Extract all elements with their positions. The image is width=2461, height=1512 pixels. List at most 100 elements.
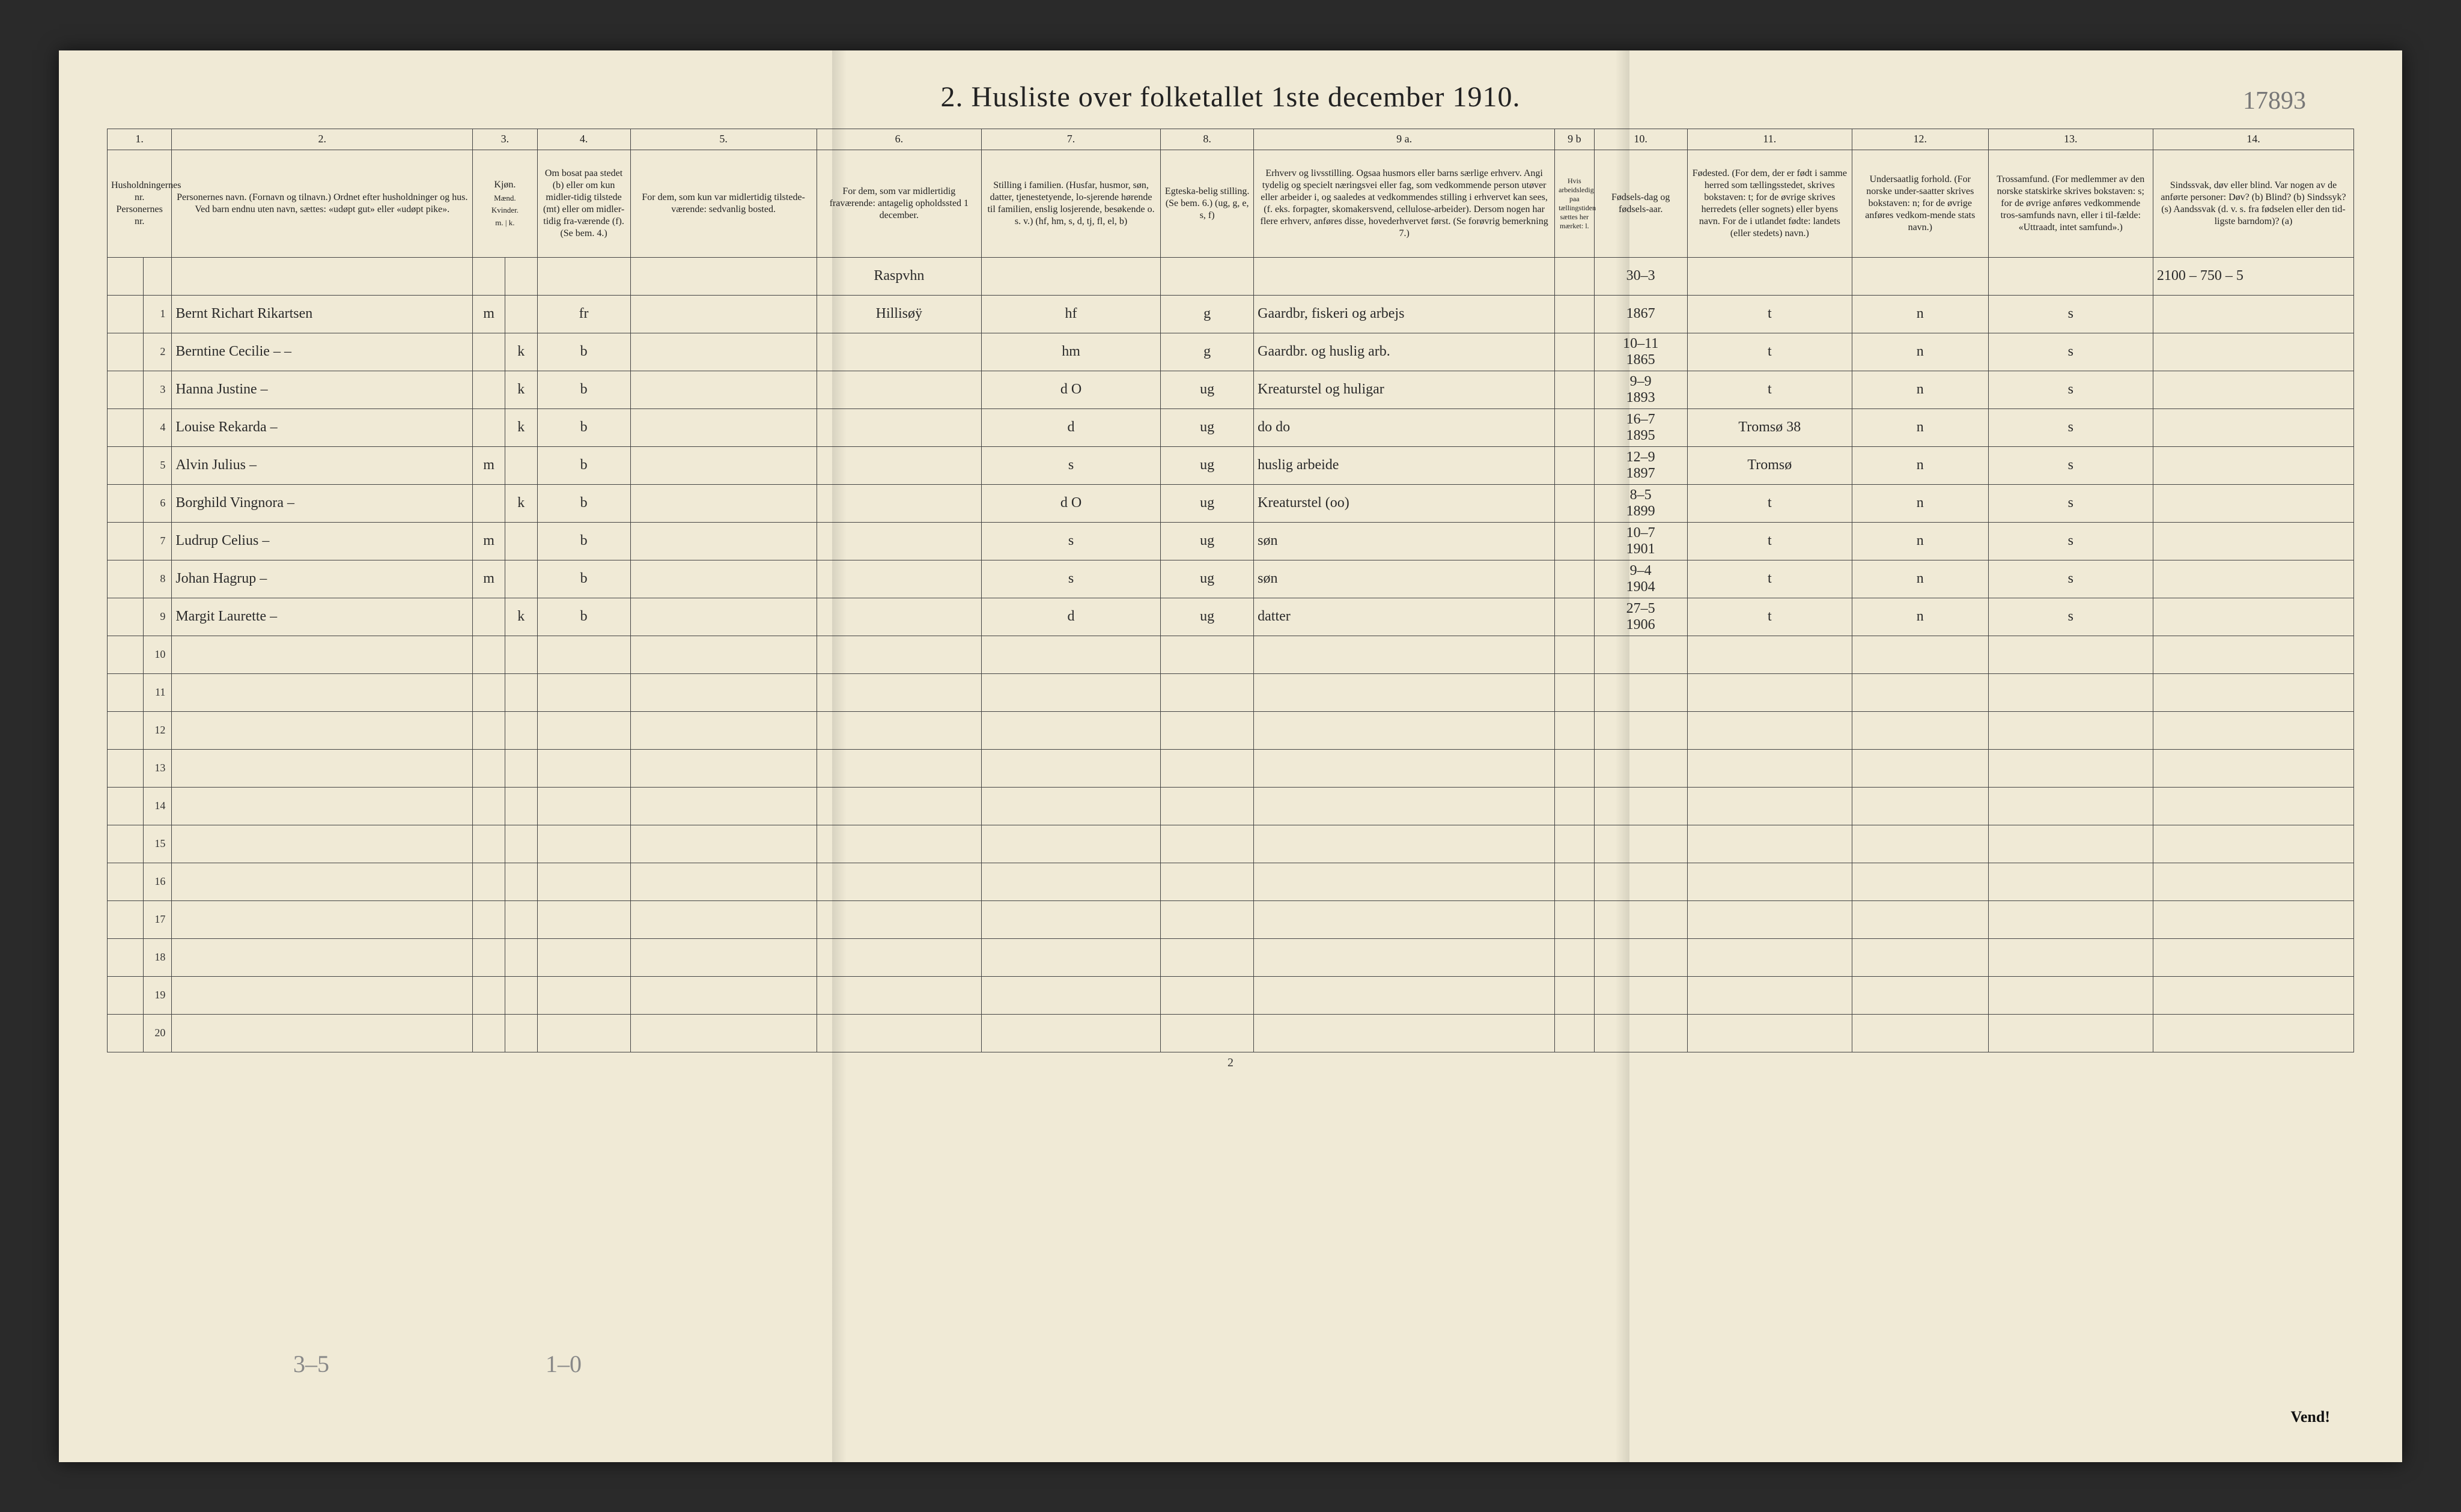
cell-blank bbox=[473, 1014, 505, 1052]
cell-c13: s bbox=[1988, 408, 2153, 446]
cell-blank bbox=[1161, 825, 1254, 863]
cell-c9b bbox=[1555, 560, 1595, 598]
cell-blank bbox=[172, 825, 473, 863]
cell-c12: n bbox=[1852, 408, 1989, 446]
cell-blank bbox=[172, 863, 473, 900]
table-row-blank: 20 bbox=[108, 1014, 2354, 1052]
person-no: 17 bbox=[143, 900, 172, 938]
cell-blank bbox=[537, 900, 630, 938]
hdr-5: For dem, som kun var midlertidig tilsted… bbox=[630, 150, 817, 257]
cell-c9b bbox=[1555, 408, 1595, 446]
cell-blank bbox=[1254, 673, 1555, 711]
cell-c8: g bbox=[1161, 333, 1254, 371]
cell-c10: 8–5 1899 bbox=[1594, 484, 1687, 522]
cell-blank bbox=[172, 976, 473, 1014]
cell-name: Johan Hagrup – bbox=[172, 560, 473, 598]
person-no: 14 bbox=[143, 787, 172, 825]
cell-c10: 10–11 1865 bbox=[1594, 333, 1687, 371]
cell-sex-k bbox=[505, 446, 537, 484]
cell-c9: do do bbox=[1254, 408, 1555, 446]
cell-blank bbox=[505, 787, 537, 825]
cell-c14 bbox=[2153, 295, 2353, 333]
cell-c13: s bbox=[1988, 295, 2153, 333]
cell-sex-k: k bbox=[505, 333, 537, 371]
cell-name: Ludrup Celius – bbox=[172, 522, 473, 560]
cell-c14 bbox=[2153, 484, 2353, 522]
cell-blank bbox=[2153, 938, 2353, 976]
ledger-page: 17893 2. Husliste over folketallet 1ste … bbox=[59, 50, 2402, 1462]
household-no bbox=[108, 371, 144, 408]
cell-blank bbox=[2153, 673, 2353, 711]
cell-c9b bbox=[1555, 598, 1595, 636]
cell-c14 bbox=[2153, 598, 2353, 636]
cell-blank bbox=[1594, 711, 1687, 749]
cell-blank bbox=[172, 636, 473, 673]
cell-blank bbox=[1254, 1014, 1555, 1052]
cell-c11: t bbox=[1687, 598, 1852, 636]
cell-c7: d O bbox=[981, 371, 1160, 408]
cell-c13: s bbox=[1988, 560, 2153, 598]
person-no: 20 bbox=[143, 1014, 172, 1052]
cell-blank bbox=[1852, 636, 1989, 673]
cell-blank bbox=[1988, 636, 2153, 673]
household-no bbox=[108, 560, 144, 598]
cell-blank bbox=[817, 900, 981, 938]
cell-blank bbox=[1687, 1014, 1852, 1052]
cell-c8: ug bbox=[1161, 522, 1254, 560]
cell-c12: n bbox=[1852, 560, 1989, 598]
cell-blank bbox=[630, 673, 817, 711]
cell-name: Margit Laurette – bbox=[172, 598, 473, 636]
pencil-note-left: 3–5 bbox=[293, 1350, 329, 1378]
cell-blank bbox=[1161, 636, 1254, 673]
cell-blank bbox=[1988, 1014, 2153, 1052]
colnum-6: 6. bbox=[817, 129, 981, 150]
cell-c5 bbox=[630, 408, 817, 446]
cell-blank bbox=[2153, 636, 2353, 673]
cell-c11: t bbox=[1687, 522, 1852, 560]
cell-blank bbox=[1594, 976, 1687, 1014]
cell-blank bbox=[1687, 787, 1852, 825]
cell-blank bbox=[2153, 863, 2353, 900]
cell-sex-k: k bbox=[505, 371, 537, 408]
table-row: 2Berntine Cecilie – –kbhmgGaardbr. og hu… bbox=[108, 333, 2354, 371]
cell-blank bbox=[537, 749, 630, 787]
table-row: 7Ludrup Celius –mbsugsøn10–7 1901tns bbox=[108, 522, 2354, 560]
cell-c9b bbox=[1555, 522, 1595, 560]
cell-c7: s bbox=[981, 446, 1160, 484]
canvas: 17893 2. Husliste over folketallet 1ste … bbox=[0, 0, 2461, 1512]
table-row-blank: 14 bbox=[108, 787, 2354, 825]
cell-blank bbox=[505, 976, 537, 1014]
colnum-14: 14. bbox=[2153, 129, 2353, 150]
cell-blank bbox=[1594, 938, 1687, 976]
cell-blank bbox=[537, 636, 630, 673]
household-no bbox=[108, 825, 144, 863]
table-row-blank: 17 bbox=[108, 900, 2354, 938]
cell-c7: s bbox=[981, 560, 1160, 598]
hw-c14: 2100 – 750 – 5 bbox=[2153, 257, 2353, 295]
cell-blank bbox=[1594, 825, 1687, 863]
cell-c9: Kreaturstel og huligar bbox=[1254, 371, 1555, 408]
cell-blank bbox=[1254, 787, 1555, 825]
footer-page-number: 2 bbox=[107, 1056, 2354, 1070]
cell-blank bbox=[1852, 749, 1989, 787]
colnum-12: 12. bbox=[1852, 129, 1989, 150]
cell-blank bbox=[172, 711, 473, 749]
cell-c14 bbox=[2153, 408, 2353, 446]
cell-blank bbox=[1988, 863, 2153, 900]
household-no bbox=[108, 900, 144, 938]
vend-label: Vend! bbox=[2290, 1408, 2330, 1426]
cell-blank bbox=[1687, 976, 1852, 1014]
hdr-9b: Hvis arbeidsledig paa tællingstiden sætt… bbox=[1555, 150, 1595, 257]
cell-blank bbox=[473, 976, 505, 1014]
household-no bbox=[108, 673, 144, 711]
cell-bmt: b bbox=[537, 598, 630, 636]
table-row-blank: 18 bbox=[108, 938, 2354, 976]
cell-c10: 16–7 1895 bbox=[1594, 408, 1687, 446]
cell-c12: n bbox=[1852, 295, 1989, 333]
cell-c6 bbox=[817, 408, 981, 446]
person-no: 2 bbox=[143, 333, 172, 371]
cell-blank bbox=[473, 938, 505, 976]
cell-c5 bbox=[630, 522, 817, 560]
cell-c10: 10–7 1901 bbox=[1594, 522, 1687, 560]
cell-blank bbox=[817, 1014, 981, 1052]
